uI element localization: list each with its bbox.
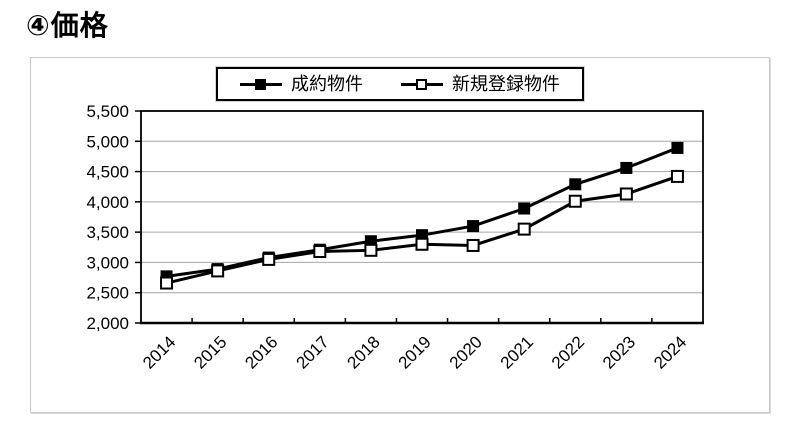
legend-label: 新規登録物件: [452, 74, 560, 94]
y-tick-label: 3,500: [86, 223, 129, 242]
data-point-marker: [670, 169, 684, 183]
y-tick-label: 2,000: [86, 314, 129, 333]
chart-container: 成約物件 新規登録物件 2,000 2,500 3,000 3,500 4,000 4,5…: [30, 57, 770, 413]
data-point-marker: [569, 178, 582, 191]
legend-item-newly-registered: 新規登録物件: [401, 75, 560, 93]
filled-square-marker-icon: [255, 78, 266, 90]
x-axis-label: 2022: [548, 332, 588, 372]
page-title: ④価格: [26, 10, 109, 41]
x-axis-label: 2015: [190, 332, 230, 372]
data-point-marker: [467, 220, 480, 233]
y-tick-label: 3,000: [86, 253, 129, 272]
legend-label: 成約物件: [291, 74, 363, 94]
x-axis-label: 2018: [344, 332, 384, 372]
data-point-marker: [364, 243, 378, 257]
data-point-marker: [262, 252, 276, 266]
data-point-marker: [620, 161, 633, 174]
data-point-marker: [466, 238, 480, 252]
data-point-marker: [568, 194, 582, 208]
plot-area: 2,000 2,500 3,000 3,500 4,000 4,500 5,000 5,500…: [86, 102, 704, 373]
data-point-marker: [211, 264, 225, 278]
series-line: [166, 146, 679, 278]
x-axis-label: 2014: [139, 332, 179, 372]
y-tick-label: 4,500: [86, 163, 129, 182]
x-axis-label: 2017: [292, 332, 332, 372]
legend-line-sample: [240, 78, 282, 90]
data-point-marker: [517, 222, 531, 236]
x-axis-label: 2016: [241, 332, 281, 372]
plot-border: [140, 110, 704, 324]
data-point-marker: [518, 202, 531, 215]
x-axis-label: 2021: [497, 332, 537, 372]
data-point-marker: [313, 245, 327, 259]
data-point-marker: [160, 276, 174, 290]
data-point-marker: [619, 187, 633, 201]
y-tick-label: 5,500: [86, 102, 129, 121]
data-point-marker: [671, 141, 684, 154]
x-axis-label: 2019: [395, 332, 435, 372]
legend: 成約物件 新規登録物件: [216, 67, 584, 101]
x-axis-label: 2020: [446, 332, 486, 372]
data-point-marker: [415, 237, 429, 251]
legend-item-contracted: 成約物件: [240, 75, 363, 93]
x-axis-label: 2024: [650, 332, 690, 372]
open-square-marker-icon: [416, 78, 427, 90]
legend-line-sample: [401, 78, 443, 90]
x-axis-label: 2023: [599, 332, 639, 372]
y-tick-label: 2,500: [86, 284, 129, 303]
y-tick-label: 4,000: [86, 193, 129, 212]
y-tick-label: 5,000: [86, 132, 129, 151]
